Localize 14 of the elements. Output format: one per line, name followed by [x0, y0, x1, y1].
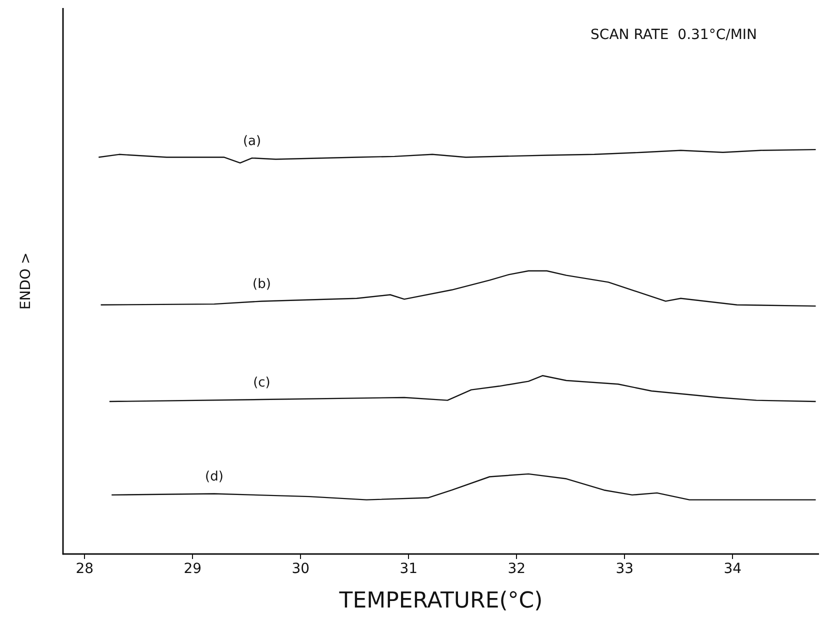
x-tick-label: 30 — [292, 561, 310, 577]
x-tick-label: 33 — [616, 561, 634, 577]
x-tick-label: 34 — [724, 561, 742, 577]
y-axis-title: ENDO > — [18, 252, 34, 310]
series-label: (a) — [242, 134, 262, 150]
x-tick-label: 31 — [400, 561, 418, 577]
x-tick-label: 28 — [76, 561, 94, 577]
series-label: (b) — [252, 277, 271, 292]
x-tick-label: 29 — [184, 561, 202, 577]
x-axis-title: TEMPERATURE(°C) — [338, 588, 543, 614]
text: SCAN RATE 0.31°C/MIN — [590, 27, 758, 43]
series-label: (d) — [204, 470, 224, 485]
x-tick-label: 32 — [508, 561, 526, 577]
series-label: (c) — [253, 376, 270, 390]
